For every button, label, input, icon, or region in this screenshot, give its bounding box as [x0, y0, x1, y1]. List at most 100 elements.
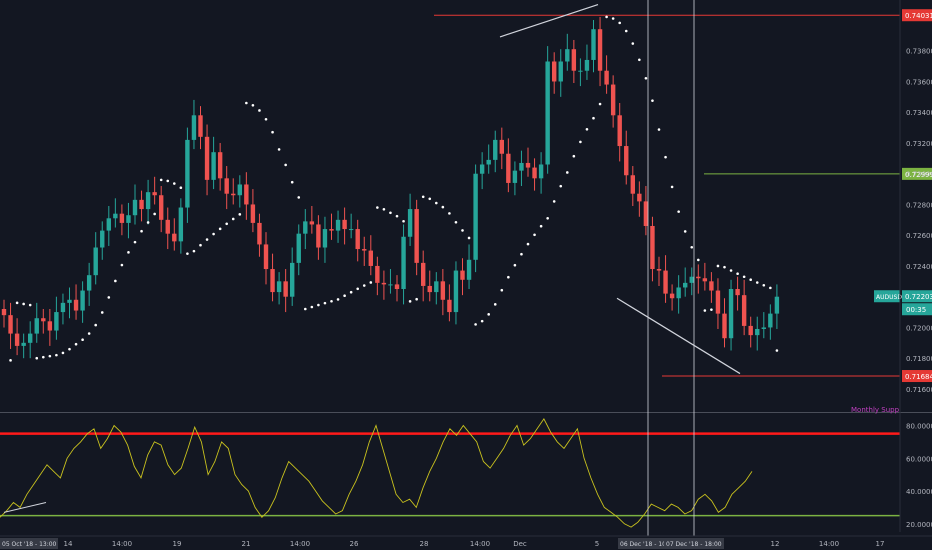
candle-body	[722, 313, 727, 339]
countdown-tag-bg	[902, 303, 932, 316]
sar-dot	[769, 286, 772, 290]
sar-dot	[624, 29, 628, 33]
sar-dot	[15, 301, 19, 305]
sar-dot	[513, 263, 517, 267]
candle-body	[741, 295, 747, 326]
time-axis-label: 06 Dec '18 - 10:	[620, 541, 668, 548]
top-level-label: 0.74031	[905, 12, 932, 20]
candle-body	[290, 262, 295, 297]
candle-body	[231, 193, 236, 196]
candle-body	[388, 284, 393, 286]
sar-dot	[349, 290, 353, 294]
sar-dot	[127, 251, 130, 254]
stoch-tick-label: 20.0000	[906, 521, 932, 529]
candle-body	[565, 49, 570, 62]
candle-body	[8, 315, 13, 334]
time-axis-label: 14:00	[112, 540, 132, 548]
sar-dot	[592, 116, 595, 120]
sar-dot	[618, 21, 621, 25]
stoch-line	[0, 418, 753, 528]
candle-body	[139, 199, 144, 210]
sar-dot	[435, 201, 438, 205]
trendlines[interactable]	[499, 4, 741, 375]
time-label-highlight	[664, 538, 724, 549]
candle-body	[132, 199, 138, 216]
candle-body	[375, 265, 380, 283]
candle-body	[453, 270, 459, 313]
time-axis[interactable]: 05 Oct '18 - 13:00 14 14:00 19 21 14:00 26 28 14…	[0, 535, 932, 549]
candle-body	[493, 139, 498, 160]
sar-dot	[290, 180, 294, 184]
sar-dot	[651, 99, 654, 102]
sar-dot	[755, 281, 759, 284]
sar-dot	[382, 207, 386, 211]
sar-dot	[343, 294, 346, 298]
candle-body	[283, 281, 288, 297]
candle-body	[185, 139, 190, 208]
candlestick-series	[1, 16, 780, 359]
time-axis-label: 28	[420, 540, 429, 548]
sar-dot	[179, 186, 183, 190]
candle-body	[434, 281, 439, 293]
sar-dot	[546, 217, 549, 220]
sar-dot	[670, 185, 674, 189]
sar-dot	[146, 221, 150, 224]
candle-body	[303, 221, 308, 234]
sar-dot	[408, 300, 412, 303]
candle-body	[1, 309, 7, 316]
candle-body	[198, 115, 203, 137]
candle-body	[637, 193, 642, 202]
sar-dot	[611, 17, 615, 20]
horizontal-levels[interactable]: 0.74031 0.72999 0.71684 AUDUSD 0.72203 00:35	[434, 9, 932, 383]
candle-body	[735, 289, 740, 296]
sar-dot	[775, 349, 779, 352]
candle-body	[584, 59, 590, 71]
sar-dot	[421, 195, 425, 199]
sar-dot	[330, 299, 333, 303]
sar-dot	[729, 269, 733, 272]
stoch-tick-label: 80.0000	[906, 422, 932, 430]
top-level-label-bg	[902, 9, 932, 22]
sar-dot	[199, 243, 202, 247]
lower-trendline[interactable]	[616, 297, 741, 375]
candle-body	[73, 299, 79, 311]
candle-body	[41, 318, 46, 322]
sar-dot	[493, 303, 497, 306]
sar-dot	[310, 305, 314, 309]
stoch-script-label: Monthly Supp	[851, 406, 900, 414]
sar-dot	[402, 219, 405, 223]
time-axis-label: 19	[173, 540, 182, 548]
sar-dot	[74, 342, 78, 346]
sar-dot	[441, 205, 445, 209]
candle-body	[237, 184, 242, 196]
sar-dot	[533, 233, 536, 237]
sar-dot	[369, 281, 373, 284]
upper-trendline[interactable]	[499, 4, 599, 38]
candle-body	[512, 170, 518, 183]
candle-body	[126, 215, 131, 223]
sar-dot	[277, 148, 281, 151]
candle-body	[597, 29, 603, 71]
candle-body	[538, 164, 544, 179]
sar-dot	[723, 265, 726, 269]
sar-dot	[376, 206, 379, 209]
sar-dot	[474, 323, 477, 326]
sar-dot	[428, 197, 432, 201]
sar-dot	[205, 238, 209, 241]
time-axis-label: 07 Dec '18 - 18:00	[666, 541, 722, 548]
candle-body	[473, 173, 478, 260]
sar-dot	[173, 182, 176, 185]
sar-dot	[225, 222, 228, 226]
candle-body	[401, 236, 406, 290]
current-price-tag-bg	[902, 290, 932, 303]
candle-body	[394, 284, 400, 290]
sar-dot	[362, 284, 366, 287]
candle-body	[768, 313, 773, 328]
